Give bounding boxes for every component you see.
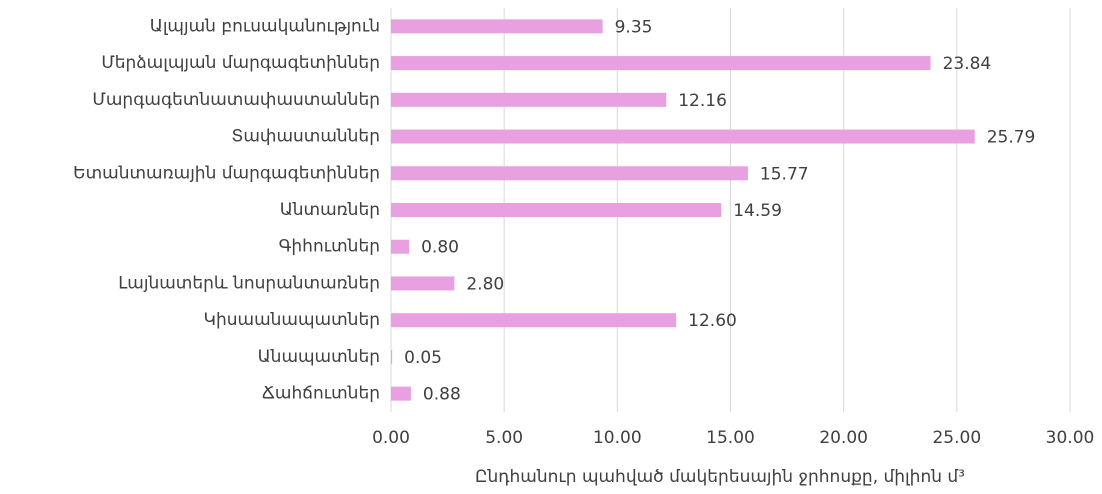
y-tick-label: Ալպյան բուսականություն	[150, 16, 380, 36]
bar	[391, 276, 455, 291]
bar	[391, 19, 603, 34]
y-tick-label: Լայնատերև նոսրանտառներ	[118, 273, 380, 293]
y-tick-label: Տափաստաններ	[231, 127, 380, 147]
bar	[391, 349, 393, 364]
data-label: 23.84	[943, 54, 992, 74]
data-label: 0.80	[421, 238, 459, 258]
data-label: 0.88	[423, 385, 461, 405]
data-label: 9.35	[615, 17, 653, 37]
y-tick-label: Մարգագետնատափաստաններ	[92, 90, 380, 110]
x-tick-label: 10.00	[593, 428, 642, 448]
y-tick-label: Ճահճուտներ	[262, 384, 380, 404]
y-tick-label: Գիհուտներ	[279, 237, 380, 257]
data-label: 15.77	[760, 164, 809, 184]
bar	[391, 56, 931, 71]
y-tick-label: Ետանտառային մարգագետիններ	[73, 163, 380, 183]
bar	[391, 129, 975, 144]
data-label: 14.59	[733, 201, 782, 221]
data-label: 2.80	[466, 274, 504, 294]
x-axis-title: Ընդհանուր պահված մակերեսային ջրհոսքը, մի…	[475, 467, 965, 487]
x-tick-label: 15.00	[706, 428, 755, 448]
bar	[391, 239, 410, 254]
x-tick-label: 0.00	[372, 428, 410, 448]
data-label: 12.60	[688, 311, 737, 331]
y-tick-label: Անապատներ	[258, 347, 380, 367]
bar	[391, 92, 667, 107]
bar	[391, 166, 748, 181]
y-tick-label: Կիսաանապատներ	[204, 310, 380, 330]
x-tick-label: 20.00	[819, 428, 868, 448]
bar	[391, 386, 411, 401]
x-tick-label: 30.00	[1046, 428, 1095, 448]
data-label: 25.79	[987, 128, 1036, 148]
bar	[391, 203, 722, 217]
data-label: 12.16	[678, 91, 727, 111]
bar	[391, 313, 677, 328]
data-label: 0.05	[404, 348, 442, 368]
x-tick-label: 5.00	[485, 428, 523, 448]
y-tick-label: Մերձալպյան մարգագետիններ	[101, 53, 380, 73]
x-tick-label: 25.00	[932, 428, 981, 448]
y-tick-label: Անտառներ	[280, 200, 380, 220]
